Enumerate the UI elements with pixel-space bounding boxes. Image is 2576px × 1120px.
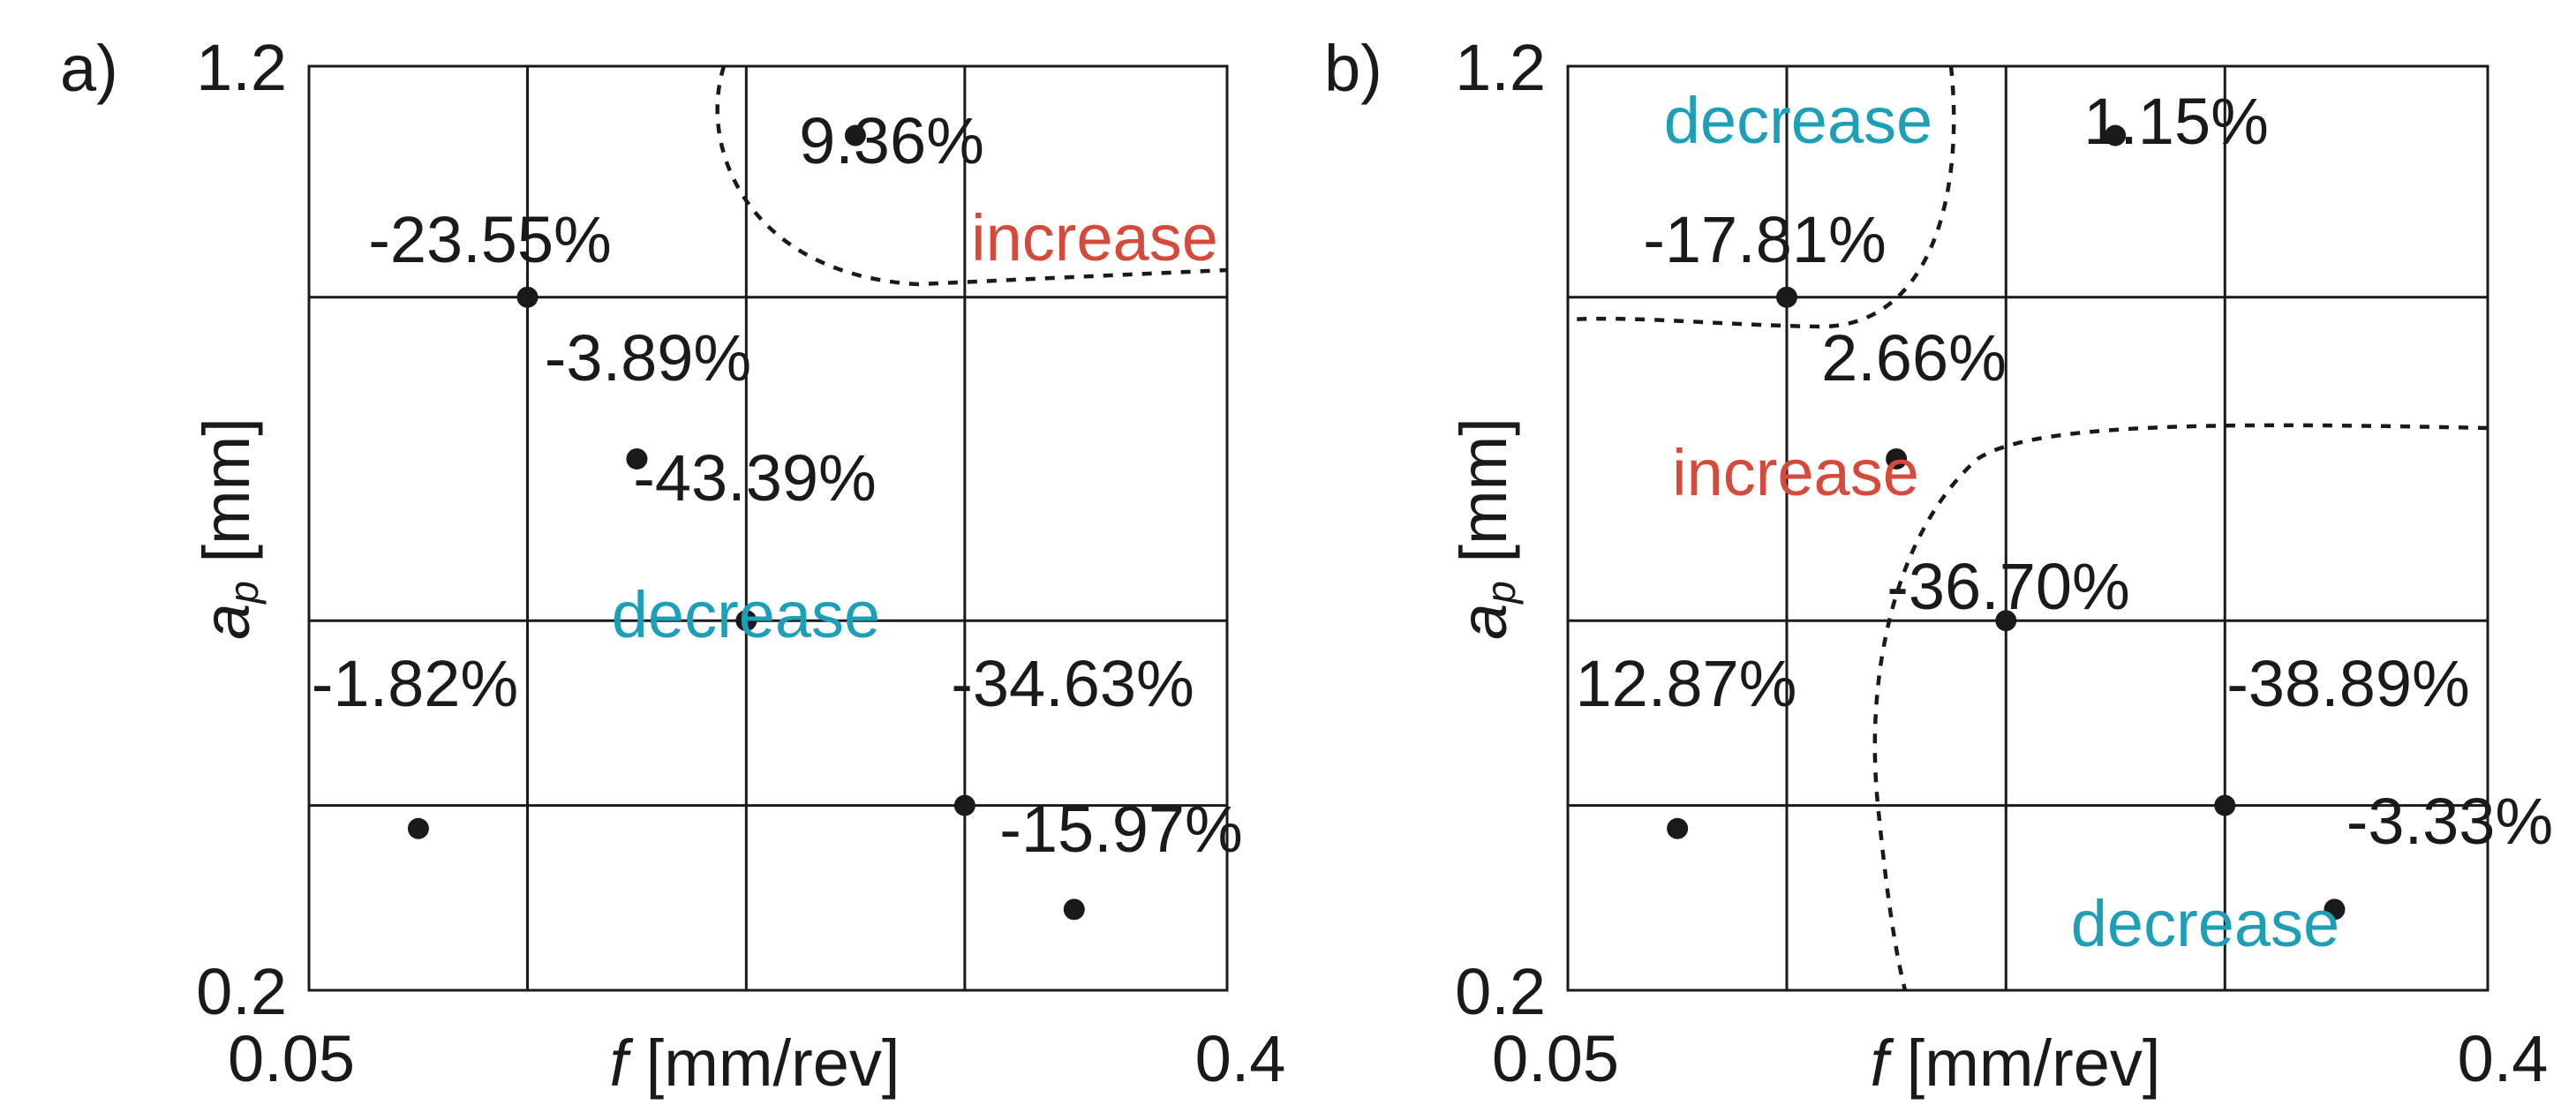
data-label: 12.87% — [1576, 647, 1797, 720]
data-point — [1995, 610, 2017, 632]
x-tick-label: 0.4 — [2458, 1022, 2549, 1095]
region-label-increase: increase — [1672, 436, 1919, 509]
data-label: -34.63% — [951, 647, 1194, 720]
data-point — [2105, 124, 2127, 147]
y-tick-label: 1.2 — [1455, 31, 1546, 104]
region-label-decrease: decrease — [1664, 84, 1932, 157]
y-axis-subscript: p — [221, 581, 267, 605]
panel-label: b) — [1324, 32, 1382, 105]
data-label: -36.70% — [1887, 550, 2130, 623]
y-axis-subscript: p — [1478, 581, 1524, 605]
y-tick-label: 0.2 — [1455, 955, 1546, 1028]
y-axis-unit: [mm] — [1447, 417, 1520, 581]
x-axis-label: f [mm/rev] — [610, 1026, 900, 1100]
y-axis-unit: [mm] — [190, 417, 263, 581]
y-axis-symbol: a — [1447, 604, 1520, 640]
x-tick-label: 0.05 — [228, 1022, 355, 1095]
data-label: -43.39% — [633, 441, 877, 515]
region-label-decrease: decrease — [2071, 887, 2339, 960]
region-label-decrease: decrease — [612, 578, 880, 651]
panel-label: a) — [60, 32, 118, 105]
data-point — [844, 124, 866, 147]
y-axis-label: ap [mm] — [190, 417, 267, 640]
data-point — [735, 610, 757, 632]
data-point — [1667, 817, 1689, 839]
y-tick-label: 0.2 — [196, 955, 287, 1028]
region-boundary — [715, 65, 1228, 287]
y-axis-symbol: a — [190, 604, 263, 640]
plot-frame — [307, 64, 1229, 992]
x-tick-label: 0.05 — [1492, 1022, 1619, 1095]
x-axis-label: f [mm/rev] — [1871, 1026, 2161, 1100]
data-label: -3.33% — [2346, 785, 2553, 858]
data-point — [1775, 286, 1797, 308]
x-axis-unit: [mm/rev] — [628, 1026, 900, 1100]
data-label: -38.89% — [2226, 647, 2470, 720]
data-point — [1886, 447, 1908, 470]
data-point — [516, 286, 539, 308]
x-tick-label: 0.4 — [1195, 1022, 1286, 1095]
data-point — [953, 794, 975, 816]
data-label: -23.55% — [368, 203, 612, 276]
x-axis-unit: [mm/rev] — [1888, 1026, 2160, 1100]
chart-panel-a: a) 0.2 1.2 0.05 0.4 f [mm/rev] ap [mm] -1.82% -2… — [60, 31, 1285, 1100]
data-label: 2.66% — [1821, 321, 2007, 395]
chart-panel-b: b) 0.2 1.2 0.05 0.4 f [mm/rev] ap [mm] 12.87% -1… — [1324, 31, 2553, 1100]
data-point — [407, 817, 429, 839]
data-label: -15.97% — [999, 793, 1243, 866]
data-point — [2214, 794, 2236, 816]
data-point — [626, 447, 648, 470]
data-label: 9.36% — [799, 104, 984, 177]
data-label: -3.89% — [545, 321, 751, 395]
data-label: -1.82% — [312, 647, 518, 720]
data-point — [1063, 898, 1085, 921]
data-label: 1.15% — [2083, 85, 2269, 158]
data-label: -17.81% — [1643, 203, 1887, 276]
region-boundary — [1567, 65, 1956, 329]
plot-frame — [1566, 64, 2489, 992]
y-axis-label: ap [mm] — [1447, 417, 1524, 640]
y-tick-label: 1.2 — [196, 31, 287, 104]
region-boundary — [1872, 423, 2489, 991]
data-point — [2324, 898, 2346, 921]
region-label-increase: increase — [971, 201, 1218, 274]
